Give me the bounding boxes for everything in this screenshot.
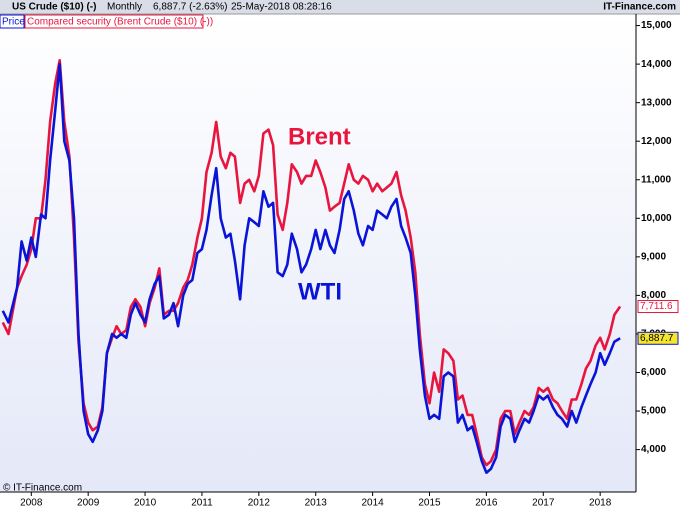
y-tick-label: 4,000 — [641, 444, 666, 455]
x-tick-label: 2011 — [191, 498, 213, 509]
y-tick-label: 8,000 — [641, 290, 666, 301]
source: IT-Finance.com — [603, 2, 676, 13]
plot-area — [0, 14, 636, 492]
last-quote: 6,887.7 (-2.63%) — [153, 2, 228, 13]
title: US Crude ($10) (-) — [12, 2, 96, 13]
legend-price: Price — [2, 17, 25, 28]
legend-compared: Compared security (Brent Crude ($10) (-)… — [27, 17, 213, 28]
last-value-label: 6,887.7 — [640, 333, 674, 344]
last-value-label: 7,711.6 — [640, 301, 673, 312]
legend-compared-box — [24, 14, 204, 29]
y-tick-label: 6,000 — [641, 367, 666, 378]
last-value-box — [637, 331, 679, 345]
x-tick-label: 2008 — [20, 498, 43, 509]
x-tick-label: 2015 — [418, 498, 441, 509]
x-tick-label: 2009 — [77, 498, 100, 509]
x-tick-label: 2014 — [361, 498, 384, 509]
x-tick-label: 2012 — [248, 498, 271, 509]
line-wti — [1, 62, 621, 474]
x-tick-label: 2010 — [134, 498, 157, 509]
legend-price-box — [0, 14, 25, 29]
y-tick-label: 9,000 — [641, 251, 666, 262]
y-tick-label: 5,000 — [641, 406, 666, 417]
x-tick-label: 2016 — [475, 498, 498, 509]
y-tick-label: 11,000 — [641, 174, 671, 185]
period: Monthly — [107, 2, 142, 13]
y-tick-label: 14,000 — [641, 59, 672, 70]
y-tick-label: 13,000 — [641, 97, 672, 108]
last-value-box — [637, 300, 679, 314]
x-tick-label: 2017 — [532, 498, 555, 509]
annotation-brent: Brent — [288, 123, 351, 150]
header-bar — [0, 0, 680, 14]
timestamp: 25-May-2018 08:28:16 — [231, 2, 332, 13]
annotation-wti: WTI — [298, 278, 342, 305]
y-tick-label: 12,000 — [641, 136, 672, 147]
x-tick-label: 2013 — [305, 498, 328, 509]
y-tick-label: 15,000 — [641, 20, 672, 31]
copyright: © IT-Finance.com — [3, 483, 82, 494]
x-tick-label: 2018 — [589, 498, 612, 509]
y-tick-label: 10,000 — [641, 213, 672, 224]
